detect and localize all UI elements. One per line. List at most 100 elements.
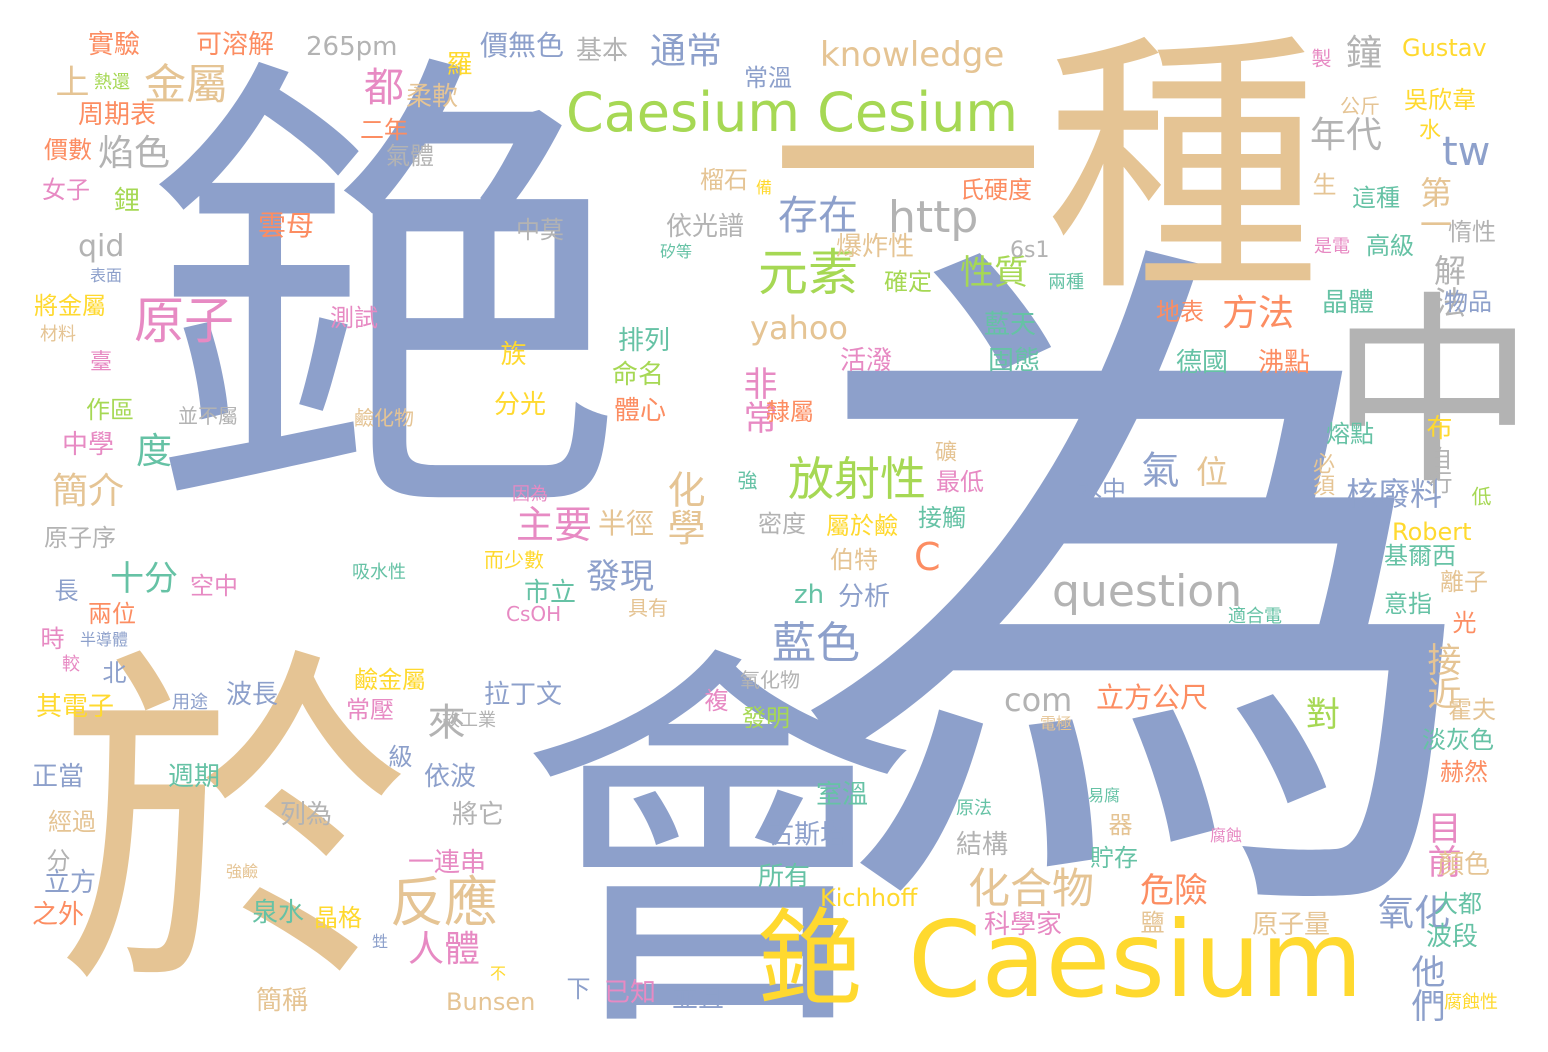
cloud-word: 化合物 <box>968 864 1095 913</box>
cloud-word: 女子 <box>42 176 90 204</box>
cloud-word: 不 <box>490 964 507 983</box>
cloud-word: 原子 <box>134 292 234 350</box>
cloud-word: 鹼金屬 <box>354 666 426 694</box>
cloud-word: 淡灰色 <box>1422 726 1494 754</box>
cloud-word: 強鹼 <box>226 862 259 881</box>
cloud-word: 原法 <box>956 798 992 819</box>
cloud-word: 臺 <box>90 350 113 375</box>
cloud-word: 藍色 <box>772 618 860 669</box>
cloud-word: 活潑 <box>840 346 893 376</box>
cloud-word: 化學 <box>661 470 705 546</box>
cloud-word: 解法 <box>1429 254 1467 318</box>
cloud-word: 鐘 <box>1346 33 1383 74</box>
cloud-word: 確定 <box>884 268 932 296</box>
cloud-word: 德國 <box>1176 348 1229 378</box>
cloud-word: 分 <box>42 848 70 872</box>
cloud-word: 鹽 <box>1136 910 1164 934</box>
cloud-word: 顏色 <box>1438 850 1491 880</box>
cloud-word: 度 <box>136 431 173 472</box>
cloud-word: 波段 <box>1426 922 1479 952</box>
cloud-word: Caesium <box>908 899 1363 1021</box>
cloud-word: 周期表 <box>78 100 157 130</box>
cloud-word: 自行 <box>1424 446 1452 494</box>
cloud-word: 來 <box>421 702 465 740</box>
cloud-word: 第一 <box>1415 176 1453 240</box>
cloud-word: 腐蝕性 <box>1444 992 1498 1013</box>
cloud-word: 結構 <box>956 830 1009 860</box>
cloud-word: 元素 <box>758 244 858 302</box>
cloud-word: 吸水性 <box>352 562 406 583</box>
cloud-word: 金屬 <box>144 60 229 109</box>
cloud-word: 複 <box>700 688 728 712</box>
cloud-word: yahoo <box>750 309 848 347</box>
cloud-word: 原子量 <box>1252 910 1331 940</box>
cloud-word: 晶格 <box>314 904 362 932</box>
cloud-word: 半導體 <box>80 630 129 649</box>
cloud-word: Robert <box>1392 518 1472 546</box>
cloud-word: http <box>888 192 979 243</box>
cloud-word: 晶體 <box>1322 288 1375 318</box>
cloud-word: 十分 <box>110 559 178 599</box>
cloud-word: 赫然 <box>1440 758 1488 786</box>
cloud-word: 對 <box>1306 695 1340 735</box>
cloud-word: 物品 <box>1444 288 1492 316</box>
cloud-word: 接近 <box>1421 642 1461 710</box>
cloud-word: 用途 <box>172 692 208 713</box>
cloud-word: 低 <box>1468 486 1492 506</box>
cloud-word: 公斤 <box>1340 94 1380 118</box>
cloud-word: Caesium Cesium <box>566 81 1019 144</box>
cloud-word: 備 <box>756 178 773 197</box>
cloud-word: 市立 <box>524 578 577 608</box>
cloud-word: 發明 <box>742 704 790 732</box>
cloud-word: knowledge <box>820 35 1005 75</box>
cloud-word: 沸點 <box>1258 348 1311 378</box>
cloud-word: 電極 <box>1040 714 1073 733</box>
cloud-word: 正當 <box>32 762 85 792</box>
cloud-word: 依光譜 <box>666 212 745 242</box>
cloud-word: 價數 <box>44 136 92 164</box>
cloud-word: 貯存 <box>1090 844 1138 872</box>
cloud-word: 6s1 <box>1010 238 1050 263</box>
cloud-word: C <box>914 535 941 579</box>
cloud-word: 立方公尺 <box>1096 681 1209 714</box>
cloud-word: 依波 <box>424 762 477 792</box>
cloud-word: 族 <box>496 340 526 366</box>
cloud-word: 柔軟 <box>406 82 459 112</box>
cloud-word: Bunsen <box>446 988 536 1016</box>
cloud-word: 密度 <box>758 510 806 538</box>
cloud-word: 半徑 <box>598 507 655 540</box>
cloud-word: 其電子 <box>36 692 115 722</box>
cloud-word: 銫 <box>758 899 864 1021</box>
cloud-word: 羅 <box>442 50 472 76</box>
cloud-word: com <box>1004 681 1073 719</box>
cloud-word: 兩種 <box>1048 272 1084 293</box>
cloud-word: 波長 <box>226 680 279 710</box>
cloud-word: 長 <box>50 578 78 602</box>
cloud-word: 雲母 <box>258 209 315 242</box>
cloud-word: 中 <box>1330 275 1535 513</box>
cloud-word: 之外 <box>32 900 85 930</box>
cloud-word: 方法 <box>1222 293 1295 334</box>
cloud-word: 固態 <box>988 346 1041 376</box>
cloud-word: 故工業 <box>442 710 496 731</box>
cloud-word: 鋰 <box>114 186 141 216</box>
cloud-word: 表面 <box>90 266 123 285</box>
cloud-word: 週期 <box>168 762 221 792</box>
cloud-word: 鹼化物 <box>354 406 414 430</box>
cloud-word: 接觸 <box>918 504 966 532</box>
cloud-word: 離子 <box>1440 568 1488 596</box>
cloud-word: 器 <box>1104 812 1132 836</box>
cloud-word: 強 <box>734 470 758 490</box>
cloud-word: 地表 <box>1156 298 1204 326</box>
cloud-word: 而少數 <box>484 548 544 572</box>
cloud-word: 泉水 <box>252 898 305 928</box>
cloud-word: 分光 <box>494 390 547 420</box>
cloud-word: 放射性 <box>788 452 926 506</box>
cloud-word: 材料 <box>40 324 76 345</box>
cloud-word: 銫 <box>148 22 628 581</box>
cloud-word: 甡 <box>372 932 389 951</box>
cloud-word: 體心 <box>614 396 667 426</box>
cloud-word: 氧化物 <box>740 668 800 692</box>
cloud-word: 會 <box>518 617 918 1052</box>
cloud-word: 中莫 <box>516 216 564 244</box>
